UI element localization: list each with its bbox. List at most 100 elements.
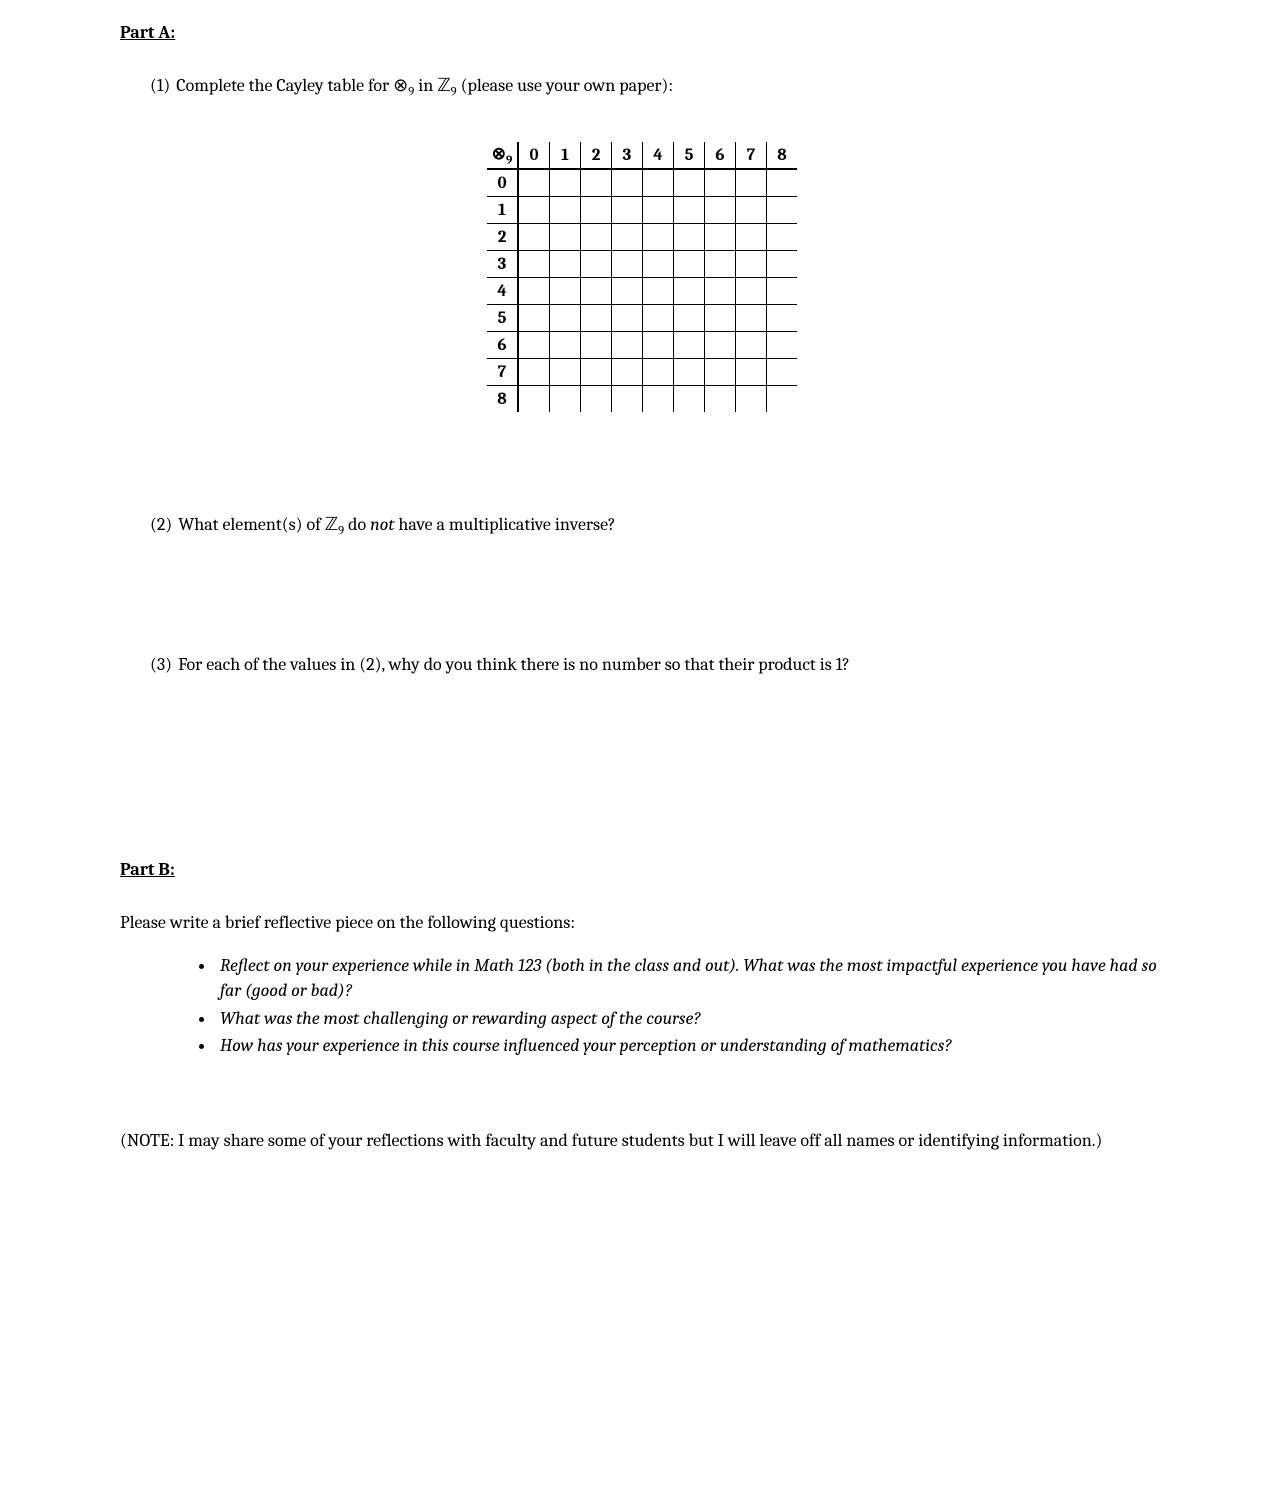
row-header: 2 xyxy=(487,224,518,251)
table-cell xyxy=(705,197,736,224)
row-header: 4 xyxy=(487,278,518,305)
table-cell xyxy=(674,197,705,224)
row-header: 5 xyxy=(487,305,518,332)
question-3: (3) For each of the values in (2), why d… xyxy=(150,652,1164,677)
table-cell xyxy=(674,224,705,251)
table-cell xyxy=(612,169,643,197)
table-cell xyxy=(612,224,643,251)
col-header: 4 xyxy=(643,142,674,169)
table-cell xyxy=(767,169,798,197)
table-cell xyxy=(612,386,643,413)
table-cell xyxy=(643,278,674,305)
q1-text-b: in xyxy=(414,75,437,96)
table-cell xyxy=(767,359,798,386)
table-cell xyxy=(612,251,643,278)
table-cell xyxy=(767,278,798,305)
q1-text: Complete the Cayley table for ⊗9 in ℤ9 (… xyxy=(176,73,673,102)
z-symbol-2: ℤ xyxy=(325,514,338,534)
col-header: 3 xyxy=(612,142,643,169)
table-cell xyxy=(612,359,643,386)
table-cell xyxy=(674,359,705,386)
col-header: 1 xyxy=(550,142,581,169)
row-header: 1 xyxy=(487,197,518,224)
table-row: 0 xyxy=(487,169,797,197)
row-header: 7 xyxy=(487,359,518,386)
bullet-item: What was the most challenging or rewardi… xyxy=(216,1006,1164,1031)
table-cell xyxy=(643,251,674,278)
table-cell xyxy=(518,305,550,332)
row-header: 8 xyxy=(487,386,518,413)
table-cell xyxy=(518,197,550,224)
table-row: 2 xyxy=(487,224,797,251)
table-row: 1 xyxy=(487,197,797,224)
reflection-bullets: Reflect on your experience while in Math… xyxy=(216,953,1164,1058)
table-cell xyxy=(581,278,612,305)
table-cell xyxy=(767,197,798,224)
table-cell xyxy=(736,386,767,413)
z-symbol: ℤ xyxy=(437,75,450,95)
q1-text-a: Complete the Cayley table for xyxy=(176,75,393,96)
table-cell xyxy=(518,169,550,197)
table-cell xyxy=(581,386,612,413)
table-cell xyxy=(612,305,643,332)
row-header: 6 xyxy=(487,332,518,359)
corner-sub: 9 xyxy=(506,153,512,167)
table-cell xyxy=(736,332,767,359)
table-cell xyxy=(643,169,674,197)
table-cell xyxy=(767,305,798,332)
table-row: 8 xyxy=(487,386,797,413)
q2-text-c: have a multiplicative inverse? xyxy=(394,514,615,535)
cayley-table-wrap: ⊗9 0 1 2 3 4 5 6 7 8 012345678 xyxy=(120,142,1164,412)
table-cell xyxy=(736,278,767,305)
table-cell xyxy=(767,332,798,359)
question-2: (2) What element(s) of ℤ9 do not have a … xyxy=(150,512,1164,541)
table-cell xyxy=(550,251,581,278)
note-text: (NOTE: I may share some of your reflecti… xyxy=(120,1128,1164,1153)
q1-text-c: (please use your own paper): xyxy=(457,75,673,96)
q2-number: (2) xyxy=(150,512,172,541)
table-cell xyxy=(643,332,674,359)
table-cell xyxy=(643,359,674,386)
cayley-table: ⊗9 0 1 2 3 4 5 6 7 8 012345678 xyxy=(487,142,797,412)
table-cell xyxy=(736,197,767,224)
question-1: (1) Complete the Cayley table for ⊗9 in … xyxy=(150,73,1164,102)
table-cell xyxy=(767,386,798,413)
part-a-heading: Part A: xyxy=(120,20,1164,45)
table-row: 4 xyxy=(487,278,797,305)
table-cell xyxy=(705,224,736,251)
table-cell xyxy=(518,251,550,278)
table-cell xyxy=(705,251,736,278)
table-cell xyxy=(674,332,705,359)
table-cell xyxy=(550,386,581,413)
col-header: 5 xyxy=(674,142,705,169)
col-header: 0 xyxy=(518,142,550,169)
q3-text: For each of the values in (2), why do yo… xyxy=(178,652,850,677)
table-cell xyxy=(705,278,736,305)
table-corner: ⊗9 xyxy=(487,142,518,169)
table-cell xyxy=(612,278,643,305)
part-b-heading: Part B: xyxy=(120,857,1164,882)
table-cell xyxy=(736,169,767,197)
table-cell xyxy=(736,359,767,386)
table-cell xyxy=(736,251,767,278)
bullet-item: How has your experience in this course i… xyxy=(216,1033,1164,1058)
q2-not: not xyxy=(370,514,394,535)
table-cell xyxy=(550,278,581,305)
table-cell xyxy=(550,224,581,251)
table-cell xyxy=(518,359,550,386)
q2-text: What element(s) of ℤ9 do not have a mult… xyxy=(178,512,615,541)
table-cell xyxy=(736,305,767,332)
q3-number: (3) xyxy=(150,652,172,677)
table-cell xyxy=(674,305,705,332)
spacer xyxy=(120,562,1164,652)
table-cell xyxy=(705,386,736,413)
col-header: 2 xyxy=(581,142,612,169)
table-cell xyxy=(581,197,612,224)
table-cell xyxy=(581,224,612,251)
spacer xyxy=(120,697,1164,857)
row-header: 3 xyxy=(487,251,518,278)
table-row: 5 xyxy=(487,305,797,332)
q2-text-a: What element(s) of xyxy=(178,514,324,535)
table-cell xyxy=(705,305,736,332)
table-cell xyxy=(581,251,612,278)
